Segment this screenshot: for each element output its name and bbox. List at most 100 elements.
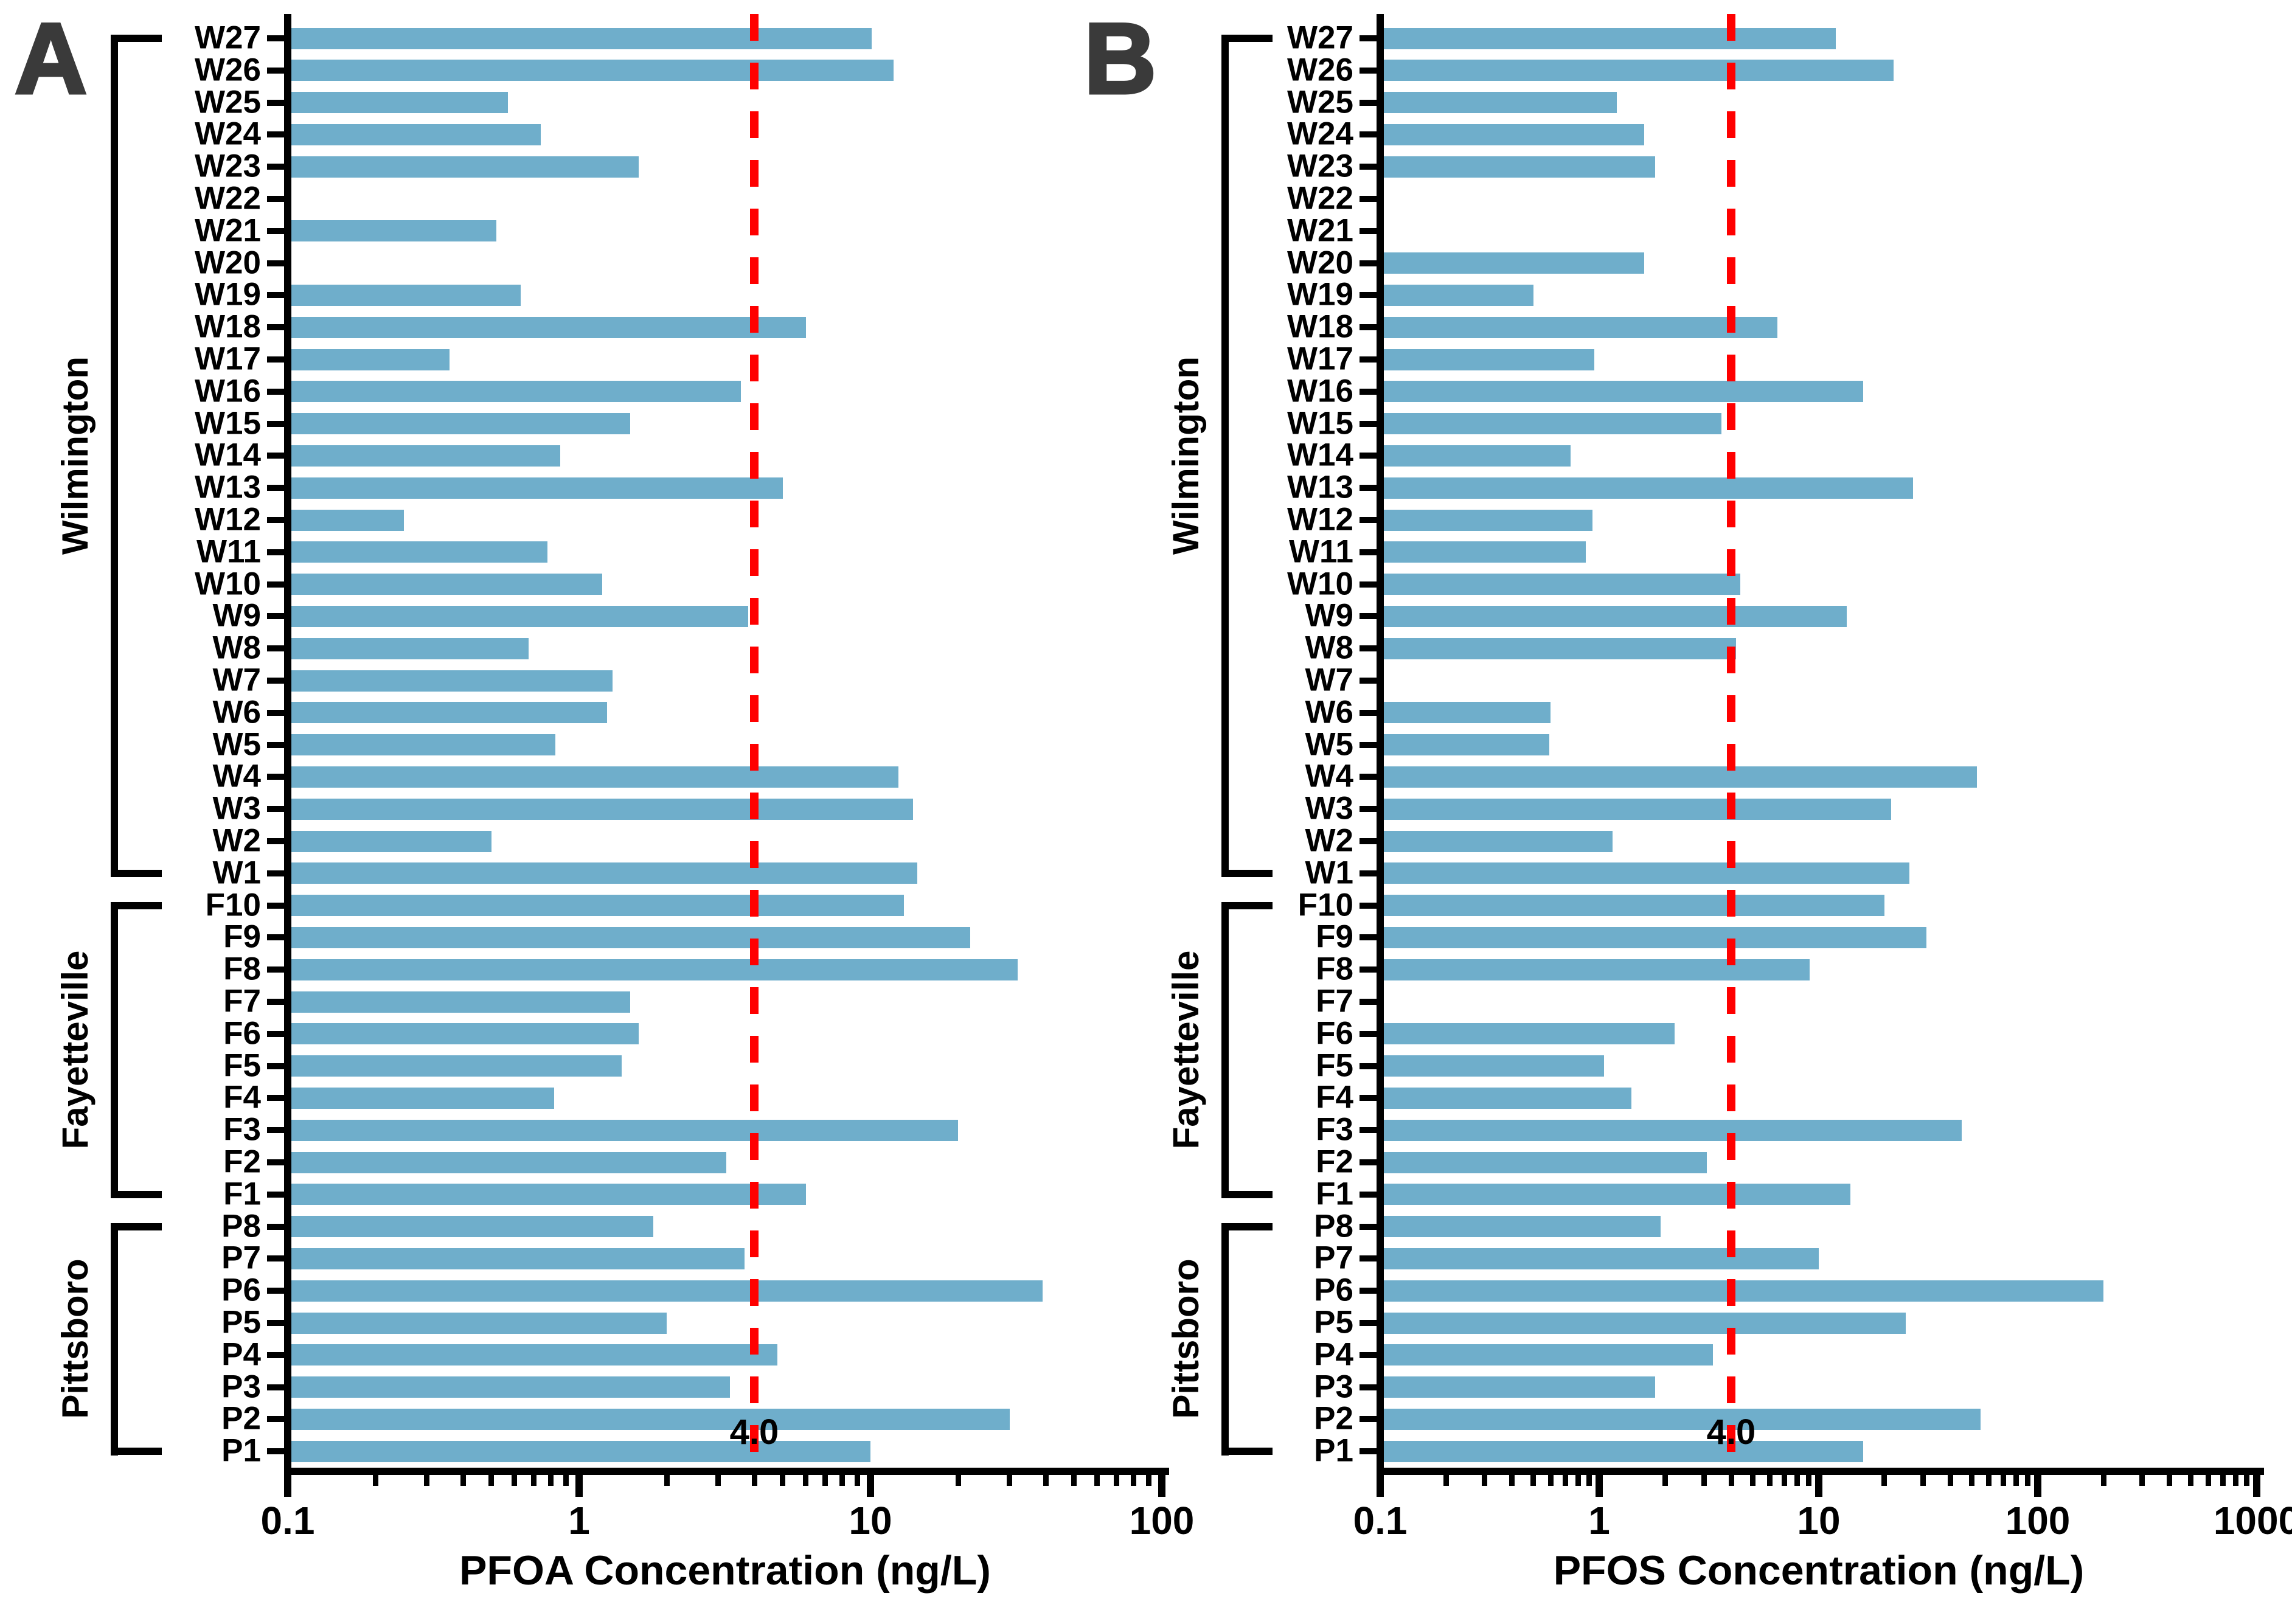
panel-a-letter: A [13,2,88,114]
x-minor-tick [1146,1475,1151,1486]
category-label: W16 [195,373,261,409]
bar [291,831,491,852]
category-label: P6 [1314,1272,1353,1308]
bar [291,220,496,241]
threshold-line [1727,14,1735,1468]
y-tick [1360,196,1377,202]
y-tick [267,1159,284,1165]
category-label: W9 [212,597,262,634]
bar [291,1376,730,1398]
y-tick [267,870,284,876]
bar [291,445,560,467]
category-label: W20 [195,245,261,281]
category-label: P7 [221,1240,261,1276]
y-tick [1360,68,1377,74]
y-tick [1360,1352,1377,1358]
bar [291,477,783,499]
y-tick [267,581,284,588]
group-bracket-arm [111,35,162,42]
category-label: F2 [223,1143,261,1180]
bar [1384,1248,1819,1269]
group-bracket-stem [1221,902,1229,1198]
group-bracket-arm [111,1448,162,1455]
y-tick [267,100,284,106]
y-axis-line [1377,14,1384,1475]
panel-a-threshold-label: 4.0 [729,1412,779,1452]
x-minor-tick [1131,1475,1136,1486]
threshold-line [750,14,759,1468]
category-label: F9 [1316,918,1353,955]
x-axis-line [284,1468,1169,1475]
category-label: W25 [1287,84,1353,120]
category-label: P2 [221,1400,261,1437]
y-tick [267,1031,284,1037]
category-label: F10 [205,887,261,923]
category-label: W14 [195,437,261,473]
category-label: F7 [223,983,261,1019]
category-label: F2 [1316,1143,1353,1180]
x-minor-tick [1794,1475,1800,1486]
y-tick [1360,1384,1377,1390]
y-tick [1360,1192,1377,1198]
category-label: F4 [1316,1079,1353,1116]
group-bracket-stem [111,1223,118,1456]
bar [291,895,904,916]
y-tick [267,1255,284,1261]
category-label: W10 [195,566,261,602]
bar [1384,862,1909,884]
x-major-tick [1815,1475,1822,1497]
bar [291,702,607,723]
y-tick [1360,934,1377,940]
x-tick-label: 1 [1588,1499,1610,1542]
x-minor-tick [1750,1475,1755,1486]
x-minor-tick [2167,1475,2172,1486]
bar [291,1184,806,1205]
category-label: W19 [1287,276,1353,313]
panel-b-threshold-label: 4.0 [1706,1412,1756,1452]
x-minor-tick [2244,1475,2249,1486]
x-minor-tick [1482,1475,1487,1486]
category-label: F10 [1297,887,1353,923]
x-minor-tick [424,1475,429,1486]
y-tick [1360,292,1377,298]
x-tick-label: 10 [1797,1499,1841,1542]
x-minor-tick [460,1475,466,1486]
category-label: P6 [221,1272,261,1308]
y-tick [1360,421,1377,427]
category-label: F6 [223,1015,261,1052]
bar [1384,574,1740,595]
bar [1384,156,1655,178]
bar [291,1023,639,1044]
bar [291,927,970,948]
category-label: W16 [1287,373,1353,409]
group-bracket-arm [111,870,162,877]
category-label: W12 [1287,501,1353,538]
x-minor-tick [548,1475,554,1486]
y-tick [1360,1095,1377,1101]
x-minor-tick [563,1475,569,1486]
x-minor-tick [822,1475,828,1486]
bar [291,606,748,627]
y-tick [267,1224,284,1230]
bar [291,541,547,563]
category-label: W24 [1287,116,1353,152]
category-label: W26 [195,52,261,88]
category-label: F9 [223,918,261,955]
category-label: P3 [1314,1369,1353,1405]
category-label: W1 [1305,855,1354,891]
x-tick-label: 0.1 [1353,1499,1408,1542]
x-minor-tick [956,1475,961,1486]
category-label: W9 [1305,597,1354,634]
bar [291,1216,653,1237]
x-minor-tick [2025,1475,2030,1486]
category-label: P3 [221,1369,261,1405]
x-minor-tick [715,1475,721,1486]
category-label: F3 [223,1111,261,1148]
bar [1384,317,1777,338]
panel-b-letter: B [1082,2,1158,114]
y-tick [1360,324,1377,330]
x-major-tick [1158,1475,1165,1497]
x-minor-tick [1986,1475,1992,1486]
x-major-tick [1596,1475,1603,1497]
x-minor-tick [752,1475,757,1486]
